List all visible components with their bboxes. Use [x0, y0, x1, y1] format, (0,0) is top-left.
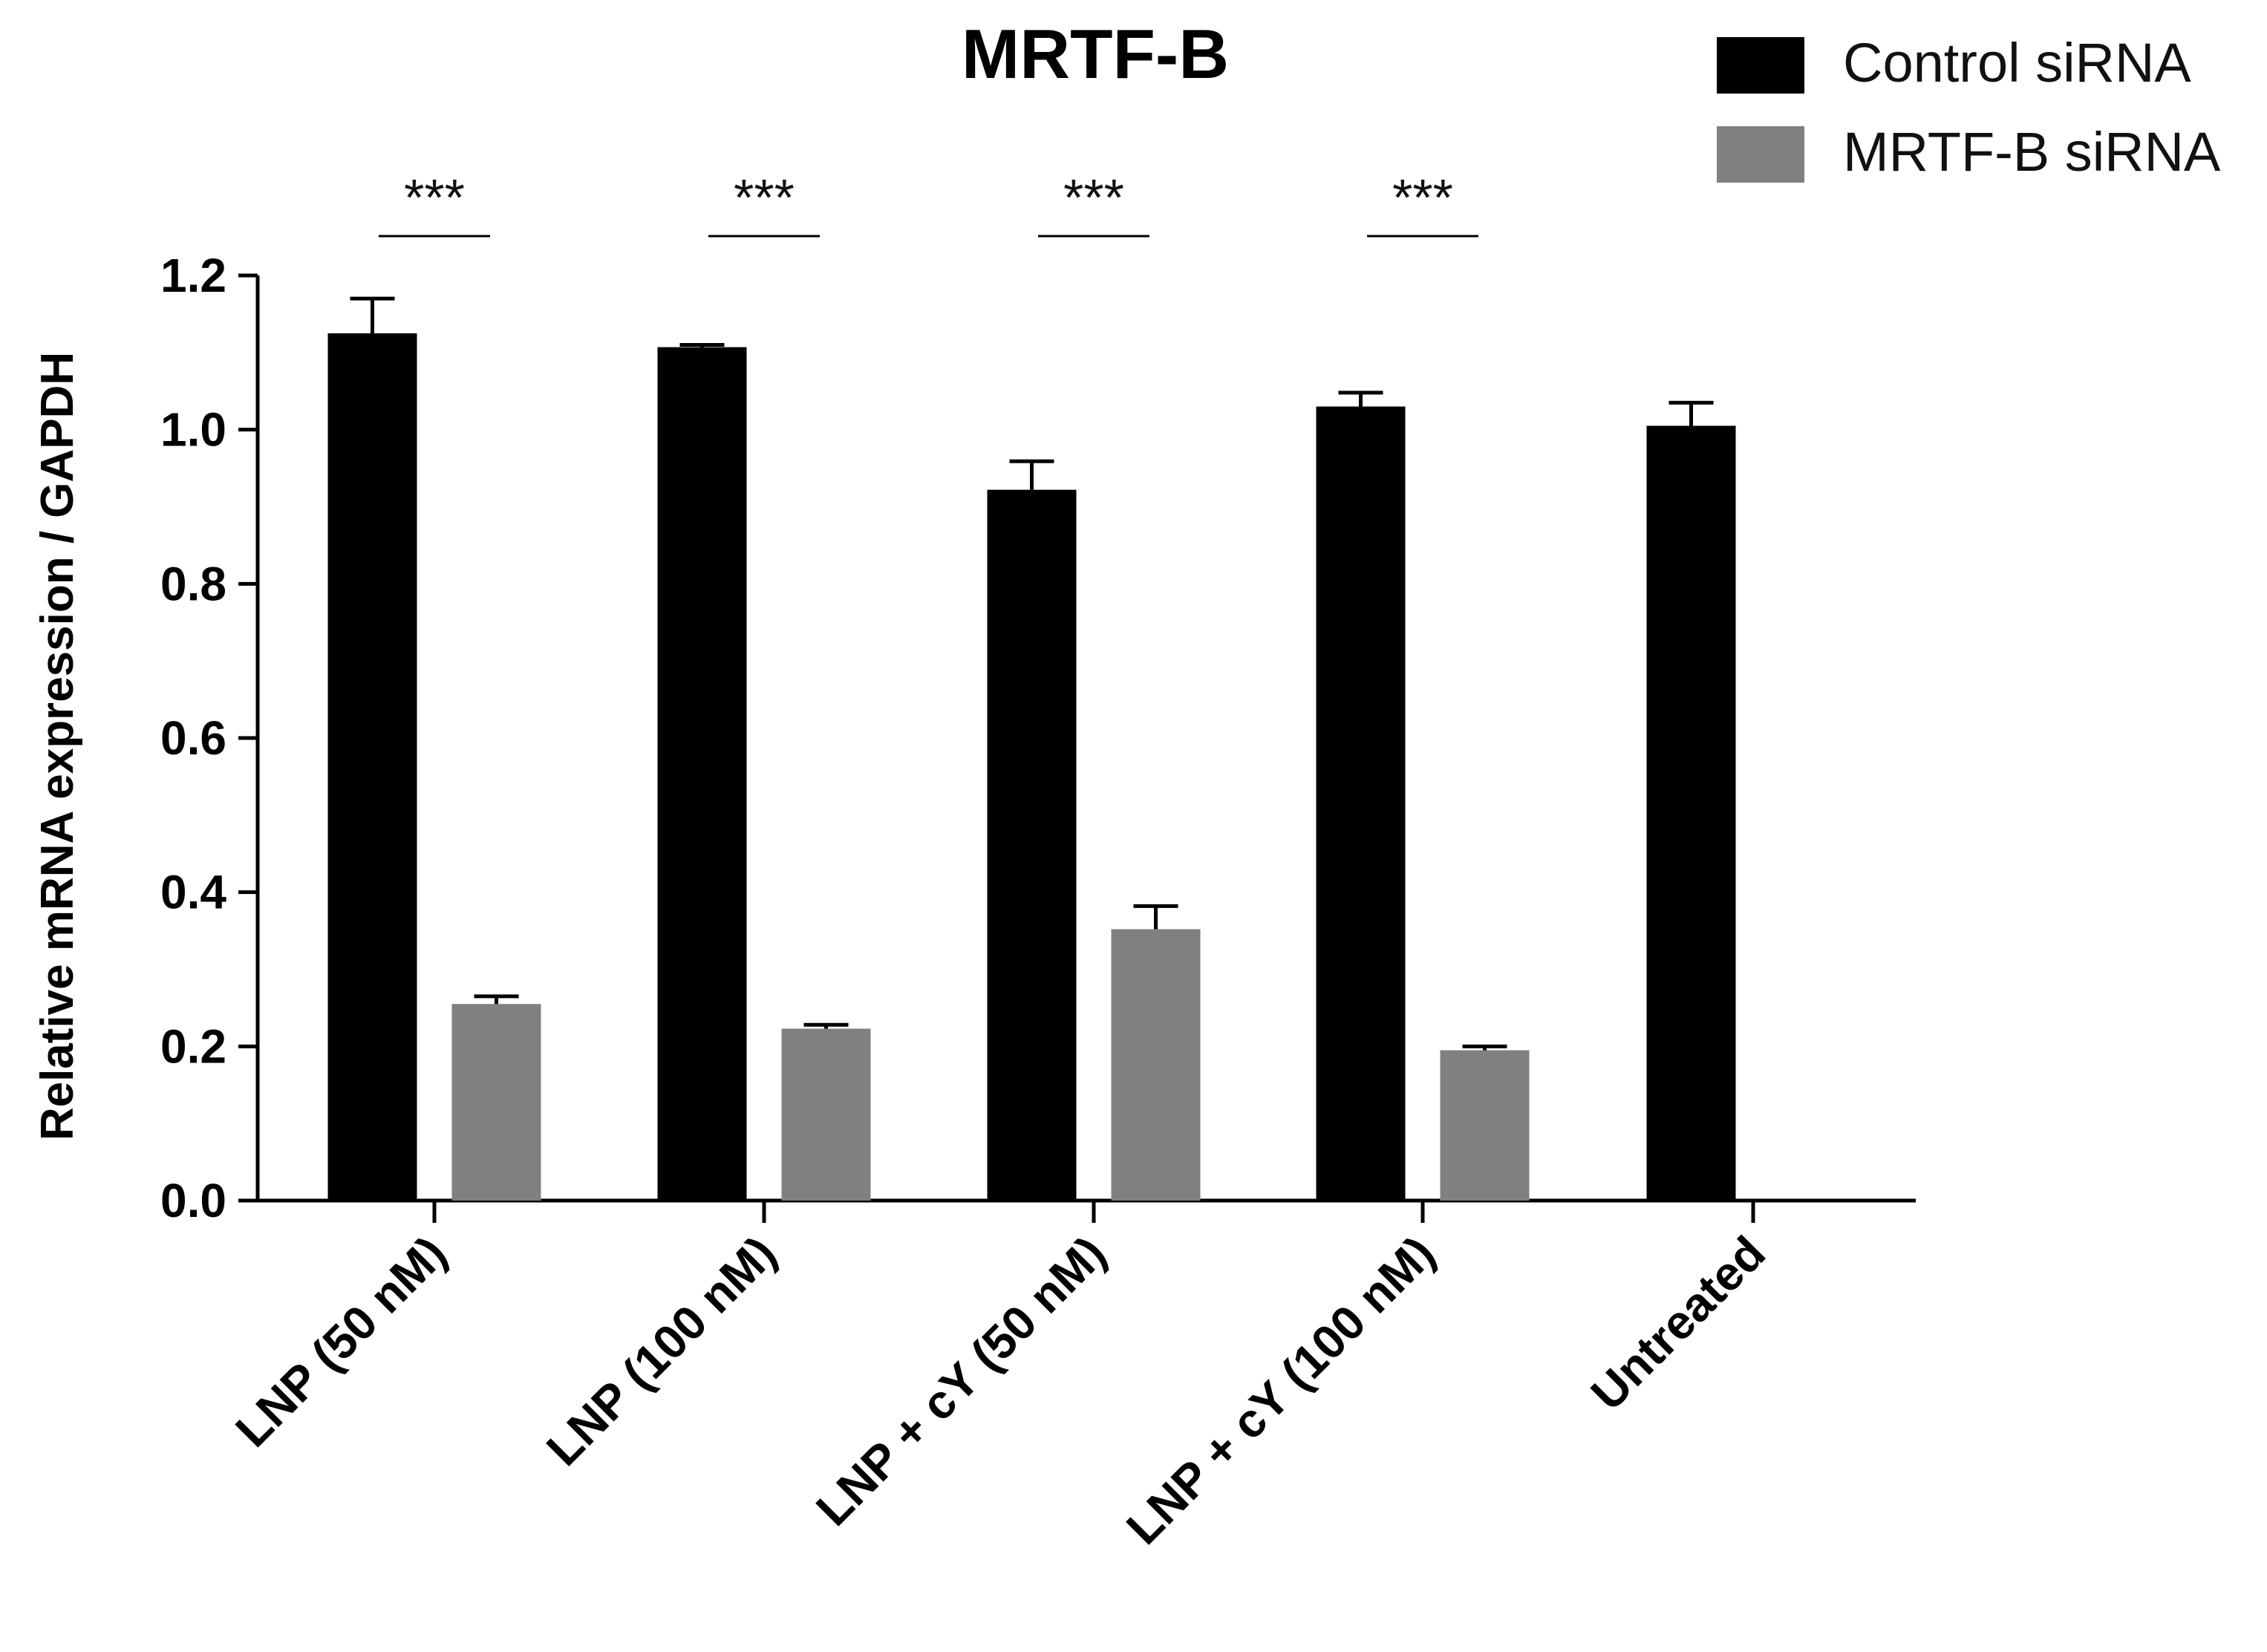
significance-label: ***	[734, 169, 795, 226]
bar	[657, 347, 747, 1201]
legend-label-control: Control siRNA	[1843, 32, 2191, 94]
bar	[327, 333, 417, 1201]
y-tick-label: 0.0	[160, 1174, 226, 1227]
legend-label-mrtfb: MRTF-B siRNA	[1843, 121, 2221, 183]
legend-swatch-mrtfb	[1717, 126, 1804, 183]
significance-label: ***	[1392, 169, 1453, 226]
significance-label: ***	[404, 169, 465, 226]
y-tick-label: 0.6	[160, 711, 226, 765]
y-axis-label: Relative mRNA expression / GAPDH	[32, 352, 83, 1140]
bar	[1440, 1050, 1530, 1201]
bar	[1646, 425, 1736, 1201]
significance-label: ***	[1063, 169, 1124, 226]
bar	[987, 489, 1077, 1201]
x-tick-label: LNP (100 nM)	[536, 1226, 786, 1476]
chart-title: MRTF-B	[962, 15, 1229, 93]
legend: Control siRNA MRTF-B siRNA	[1717, 32, 2221, 183]
y-tick-label: 0.4	[160, 866, 226, 919]
bar	[781, 1028, 871, 1201]
y-tick-label: 1.0	[160, 403, 226, 457]
y-tick-label: 1.2	[160, 249, 226, 302]
bar	[1316, 406, 1406, 1201]
bar	[451, 1004, 541, 1201]
y-tick-label: 0.8	[160, 557, 226, 610]
x-tick-label: LNP + cY (50 nM)	[806, 1226, 1116, 1536]
x-tick-label: LNP (50 nM)	[225, 1226, 457, 1457]
x-tick-label: Untreated	[1581, 1226, 1775, 1420]
x-tick-label: LNP + cY (100 nM)	[1116, 1226, 1445, 1555]
bar	[1111, 929, 1201, 1201]
legend-swatch-control	[1717, 37, 1804, 94]
y-tick-label: 0.2	[160, 1019, 226, 1073]
